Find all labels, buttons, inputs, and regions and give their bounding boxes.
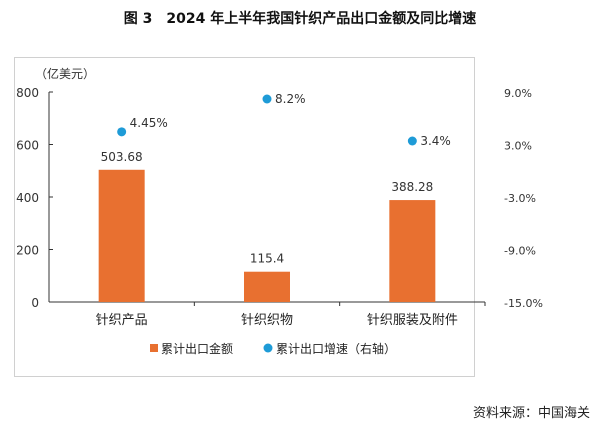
point-data-label: 8.2%: [275, 92, 306, 106]
bar-data-label: 388.28: [391, 180, 433, 194]
x-tick-label: 针织织物: [241, 313, 293, 328]
chart-frame: [14, 57, 475, 377]
growth-point: [407, 136, 417, 146]
legend-swatch-bar: [150, 344, 158, 352]
x-tick-label: 针织服装及附件: [367, 313, 458, 328]
growth-point: [262, 94, 272, 104]
bar-data-label: 503.68: [101, 150, 143, 164]
bar: [389, 200, 436, 302]
y2-tick-label: -15.0%: [504, 297, 543, 310]
legend-swatch-point: [263, 343, 273, 353]
bar: [98, 169, 145, 302]
y-tick-label: 0: [31, 296, 39, 310]
y-tick-label: 800: [16, 86, 39, 100]
x-tick-label: 针织产品: [96, 313, 148, 328]
y2-tick-label: -9.0%: [504, 245, 536, 258]
y-tick-label: 400: [16, 191, 39, 205]
point-data-label: 4.45%: [130, 116, 168, 130]
y-tick-label: 200: [16, 244, 39, 258]
y-axis-label: （亿美元）: [35, 66, 95, 81]
y2-tick-label: 9.0%: [504, 87, 532, 100]
growth-point: [117, 127, 127, 137]
legend-label-bar: 累计出口金额: [161, 341, 233, 356]
bar: [244, 271, 290, 302]
chart-title: 图 3 2024 年上半年我国针织产品出口金额及同比增速: [123, 11, 477, 27]
point-data-label: 3.4%: [420, 134, 451, 148]
bar-data-label: 115.4: [250, 252, 284, 266]
y-tick-label: 600: [16, 139, 39, 153]
legend-label-point: 累计出口增速（右轴）: [276, 341, 396, 356]
y2-tick-label: -3.0%: [504, 192, 536, 205]
y2-tick-label: 3.0%: [504, 140, 532, 153]
source-note: 资料来源：中国海关: [472, 406, 590, 421]
